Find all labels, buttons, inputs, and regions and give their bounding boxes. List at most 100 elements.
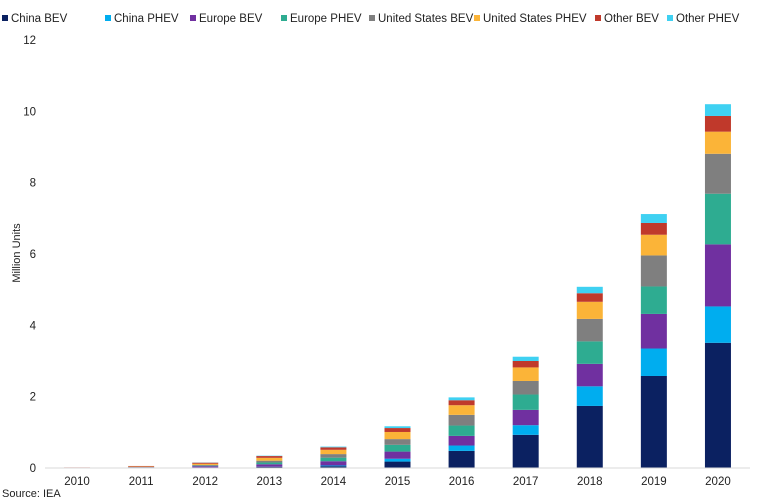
x-tick-label: 2013 bbox=[257, 476, 283, 488]
legend: China BEV China PHEV Europe BEV Europe PHEV… bbox=[2, 13, 740, 25]
y-tick-label: 8 bbox=[30, 178, 36, 190]
y-tick-label: 6 bbox=[30, 249, 36, 261]
bar-segment bbox=[704, 104, 731, 116]
y-axis-label: Million Units bbox=[11, 223, 23, 283]
bars bbox=[64, 104, 731, 468]
bar-segment bbox=[384, 444, 411, 452]
bar-segment bbox=[192, 464, 219, 466]
bar-segment bbox=[576, 293, 603, 302]
y-tick-label: 0 bbox=[30, 463, 36, 475]
bar-segment bbox=[640, 313, 667, 349]
bar-segment bbox=[384, 439, 411, 445]
x-tick-label: 2016 bbox=[449, 476, 475, 488]
bar-segment bbox=[256, 462, 283, 465]
x-tick-label: 2018 bbox=[577, 476, 603, 488]
bar-segment bbox=[256, 457, 283, 461]
bar-segment bbox=[640, 255, 667, 287]
bar-segment bbox=[576, 301, 603, 319]
legend-swatch bbox=[667, 15, 673, 21]
bar-segment bbox=[512, 356, 539, 361]
bar-segment bbox=[576, 405, 603, 468]
bar-segment bbox=[576, 386, 603, 406]
x-tick-label: 2020 bbox=[705, 476, 731, 488]
bar-segment bbox=[704, 244, 731, 307]
bar-segment bbox=[448, 405, 475, 415]
bar-segment bbox=[448, 397, 475, 401]
source-note: Source: IEA bbox=[2, 488, 61, 500]
legend-swatch bbox=[190, 15, 196, 21]
bar-segment bbox=[384, 451, 411, 459]
bar-segment bbox=[320, 457, 347, 462]
x-tick-label: 2019 bbox=[641, 476, 667, 488]
bar-segment bbox=[192, 463, 219, 465]
legend-label: Other PHEV bbox=[676, 13, 740, 25]
x-tick-label: 2011 bbox=[129, 476, 154, 488]
bar-segment bbox=[512, 425, 539, 435]
bar-segment bbox=[512, 380, 539, 395]
x-tick-label: 2012 bbox=[192, 476, 218, 488]
bar-segment bbox=[320, 461, 347, 466]
bar-segment bbox=[640, 375, 667, 468]
bar-segment bbox=[384, 428, 411, 432]
legend-label: China BEV bbox=[11, 13, 68, 25]
legend-label: Other BEV bbox=[604, 13, 659, 25]
bar-segment bbox=[640, 348, 667, 376]
legend-swatch bbox=[369, 15, 375, 21]
y-tick-label: 4 bbox=[30, 320, 37, 332]
bar-segment bbox=[192, 462, 219, 464]
legend-swatch bbox=[2, 15, 8, 21]
bar-segment bbox=[704, 115, 731, 132]
y-tick-label: 10 bbox=[23, 106, 36, 118]
bar-segment bbox=[640, 286, 667, 314]
bar-segment bbox=[192, 465, 219, 467]
bar-segment bbox=[128, 465, 155, 467]
y-tick-label: 2 bbox=[30, 392, 36, 404]
bar-segment bbox=[704, 193, 731, 245]
bar-segment bbox=[576, 341, 603, 364]
bar-segment bbox=[448, 425, 475, 436]
bar-segment bbox=[640, 234, 667, 256]
x-tick-label: 2010 bbox=[64, 476, 90, 488]
bar-segment bbox=[192, 466, 219, 468]
x-tick-label: 2014 bbox=[321, 476, 347, 488]
legend-label: China PHEV bbox=[114, 13, 179, 25]
bar-segment bbox=[512, 367, 539, 381]
bar-segment bbox=[704, 131, 731, 154]
bar-segment bbox=[512, 409, 539, 426]
bar-segment bbox=[384, 458, 411, 462]
x-tick-label: 2015 bbox=[385, 476, 411, 488]
bar-segment bbox=[704, 342, 731, 468]
bar-segment bbox=[704, 306, 731, 343]
bar-segment bbox=[512, 361, 539, 368]
bar-segment bbox=[576, 286, 603, 294]
bar-segment bbox=[320, 454, 347, 458]
legend-label: Europe BEV bbox=[199, 13, 263, 25]
x-axis: 2010 2011 2012 2013 2014 2015 2016 2017 2018 2019… bbox=[45, 467, 750, 488]
x-tick-label: 2017 bbox=[513, 476, 539, 488]
bar-segment bbox=[576, 363, 603, 387]
bar-segment bbox=[320, 447, 347, 450]
legend-swatch bbox=[281, 15, 287, 21]
y-axis: 0 2 4 6 8 10 12 bbox=[23, 35, 36, 475]
bar-segment bbox=[256, 466, 283, 468]
bar-segment bbox=[384, 426, 411, 429]
bar-segment bbox=[640, 214, 667, 223]
legend-label: United States BEV bbox=[378, 13, 474, 25]
legend-swatch bbox=[474, 15, 480, 21]
bar-segment bbox=[256, 464, 283, 467]
bar-segment bbox=[320, 449, 347, 455]
bar-segment bbox=[640, 222, 667, 235]
bar-segment bbox=[512, 434, 539, 468]
bar-segment bbox=[320, 446, 347, 448]
bar-segment bbox=[448, 414, 475, 426]
bar-segment bbox=[256, 460, 283, 463]
legend-swatch bbox=[105, 15, 111, 21]
bar-segment bbox=[256, 456, 283, 458]
bar-segment bbox=[384, 431, 411, 440]
legend-label: United States PHEV bbox=[483, 13, 587, 25]
y-tick-label: 12 bbox=[23, 35, 36, 47]
bar-segment bbox=[576, 318, 603, 342]
bar-segment bbox=[384, 461, 411, 468]
